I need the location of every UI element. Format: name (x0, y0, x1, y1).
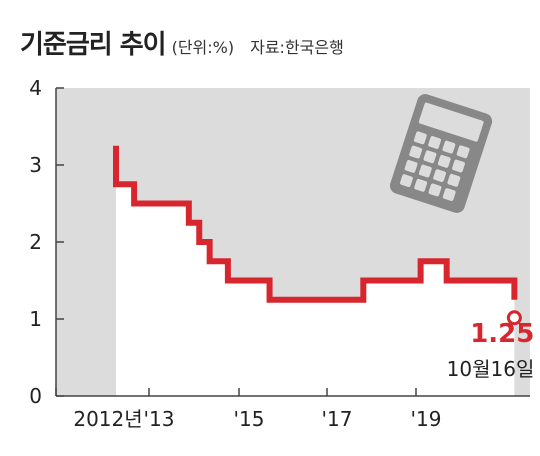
end-value-label: 1.25 (470, 319, 534, 349)
calculator-icon (389, 94, 493, 213)
x-tick-label: '19 (411, 407, 442, 431)
y-tick-label: 0 (29, 384, 42, 408)
end-point-marker (506, 310, 522, 326)
chart-title: 기준금리 추이 (20, 30, 167, 60)
y-tick-label: 3 (29, 153, 42, 177)
rate-step-line (113, 145, 518, 303)
y-tick-label: 4 (29, 76, 42, 100)
area-fill (116, 145, 515, 396)
x-tick-label: '17 (322, 407, 353, 431)
plot-background (56, 88, 530, 396)
y-tick-label: 1 (29, 307, 42, 331)
source-label: 자료:한국은행 (250, 38, 344, 57)
y-tick-label: 2 (29, 230, 42, 254)
end-date-label: 10월16일 (447, 357, 535, 381)
x-tick-label: '13 (144, 407, 175, 431)
title-block: 기준금리 추이 (단위:%) 자료:한국은행 (20, 24, 344, 61)
unit-label: (단위:%) (171, 38, 235, 57)
x-tick-label: '15 (234, 407, 265, 431)
x-tick-label: 2012년 (73, 407, 142, 431)
